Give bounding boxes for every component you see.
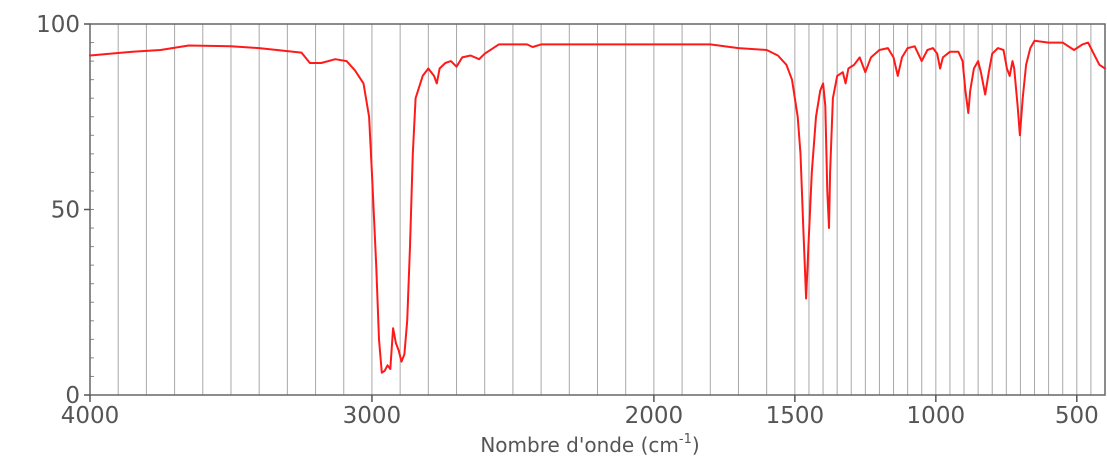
series-line: [89, 39, 1106, 374]
y-tick-label: 50: [51, 198, 80, 224]
y-tick-label: 100: [36, 12, 80, 38]
x-tick-label: 4000: [61, 403, 120, 429]
x-tick-label: 2000: [625, 403, 684, 429]
x-tick-label: 1000: [907, 403, 966, 429]
y-tick-label: 0: [65, 383, 80, 409]
x-gridlines: [89, 24, 1092, 395]
y-tick-labels: 0 50 100: [36, 12, 90, 409]
x-tick-label: 3000: [343, 403, 402, 429]
x-axis-label-close: ): [692, 433, 700, 457]
x-tick-label: 500: [1055, 403, 1099, 429]
x-axis-label-sup: -1: [679, 432, 692, 447]
x-axis-label-main: Nombre d'onde (cm: [480, 433, 679, 457]
series-group: [89, 39, 1106, 374]
x-tick-label: 1500: [766, 403, 825, 429]
x-tick-labels: 4000 3000 2000 1500 1000 500: [61, 395, 1099, 429]
x-axis-label: Nombre d'onde (cm-1): [480, 432, 699, 457]
